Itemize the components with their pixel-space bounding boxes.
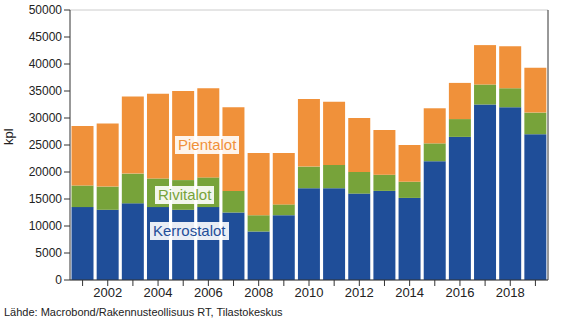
- svg-text:35000: 35000: [29, 84, 63, 98]
- svg-text:2010: 2010: [295, 285, 324, 300]
- svg-text:2016: 2016: [445, 285, 474, 300]
- svg-text:45000: 45000: [29, 30, 63, 44]
- svg-text:2008: 2008: [244, 285, 273, 300]
- svg-text:15000: 15000: [29, 192, 63, 206]
- svg-text:2012: 2012: [345, 285, 374, 300]
- svg-text:2006: 2006: [194, 285, 223, 300]
- html-text:Pientalot: Pientalot: [178, 136, 237, 153]
- svg-text:25000: 25000: [29, 138, 63, 152]
- html-text:Rivitalot: Rivitalot: [158, 186, 212, 203]
- svg-text:40000: 40000: [29, 57, 63, 71]
- svg-text:2004: 2004: [144, 285, 173, 300]
- svg-text:2002: 2002: [93, 285, 122, 300]
- svg-text:50000: 50000: [29, 3, 63, 17]
- svg-text:10000: 10000: [29, 219, 63, 233]
- svg-text:5000: 5000: [35, 246, 62, 260]
- html-text:Kerrostalot: Kerrostalot: [153, 222, 226, 239]
- svg-text:30000: 30000: [29, 111, 63, 125]
- svg-text:0: 0: [55, 273, 62, 287]
- html-text:Lähde: Macrobond/Rakennusteoll: Lähde: Macrobond/Rakennusteollisuus RT, …: [4, 306, 283, 318]
- svg-text:kpl: kpl: [8, 128, 16, 145]
- svg-text:2018: 2018: [496, 285, 525, 300]
- svg-text:20000: 20000: [29, 165, 63, 179]
- svg-text:2014: 2014: [395, 285, 424, 300]
